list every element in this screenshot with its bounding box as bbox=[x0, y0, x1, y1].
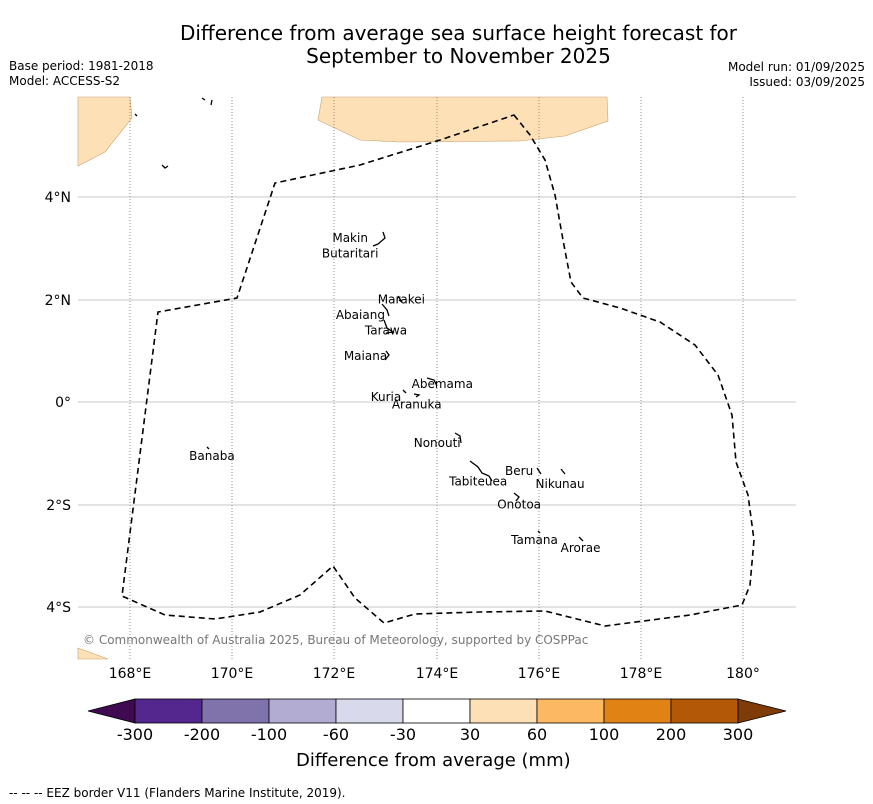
atoll-banaba bbox=[206, 446, 210, 450]
lon-tick-label: 168°E bbox=[109, 666, 152, 682]
colorbar-tick-label: -100 bbox=[251, 725, 287, 744]
atoll-abemama bbox=[426, 377, 438, 387]
atoll-beru bbox=[536, 467, 542, 475]
atoll-northwest-3 bbox=[201, 97, 206, 101]
model-name: Model: ACCESS-S2 bbox=[9, 74, 121, 88]
atoll-nikunau bbox=[560, 468, 566, 475]
atoll-northwest-2 bbox=[161, 164, 169, 169]
gridlines bbox=[78, 97, 796, 659]
atolls bbox=[134, 97, 584, 542]
colorbar-tick-labels: -300 -200 -100 -60 -30 30 60 100 200 300 bbox=[117, 725, 753, 744]
colorbar-low-extension bbox=[87, 698, 136, 724]
map-title: Difference from average sea surface heig… bbox=[0, 22, 873, 68]
lat-tick-label: 4°S bbox=[46, 600, 71, 616]
atoll-kuria bbox=[402, 389, 407, 394]
colorbar-cell bbox=[402, 698, 471, 724]
title-line-1: Difference from average sea surface heig… bbox=[179, 21, 738, 45]
colorbar-cell bbox=[268, 698, 337, 724]
colorbar-cell bbox=[201, 698, 270, 724]
atoll-onotoa bbox=[513, 492, 520, 502]
atoll-makin bbox=[372, 231, 386, 247]
place-label-beru: Beru bbox=[505, 464, 533, 478]
place-label-maiana: Maiana bbox=[344, 349, 387, 363]
place-label-tarawa: Tarawa bbox=[364, 323, 407, 337]
place-label-kuria: Kuria bbox=[371, 390, 402, 404]
latitude-tick-labels: 4°N 2°N 0° 2°S 4°S bbox=[45, 190, 72, 616]
lon-tick-label: 172°E bbox=[313, 666, 356, 682]
atoll-maiana bbox=[384, 350, 390, 361]
colorbar-tick-label: 300 bbox=[723, 725, 754, 744]
land-areas bbox=[77, 96, 609, 660]
eez-border bbox=[121, 114, 755, 627]
lon-tick-label: 170°E bbox=[211, 666, 254, 682]
land-north bbox=[317, 96, 609, 143]
colorbar: -300 -200 -100 -60 -30 30 60 100 200 300 bbox=[87, 698, 787, 744]
place-label-makin: Makin bbox=[332, 231, 368, 245]
issued-date: Issued: 03/09/2025 bbox=[749, 75, 865, 89]
atoll-aranuka bbox=[413, 393, 421, 398]
place-label-nonouti: Nonouti bbox=[414, 436, 461, 450]
atoll-abaiang bbox=[381, 303, 390, 317]
land-northwest bbox=[77, 96, 133, 167]
colorbar-tick-label: 60 bbox=[527, 725, 547, 744]
lat-tick-label: 4°N bbox=[45, 190, 71, 206]
footer-note: -- -- -- EEZ border V11 (Flanders Marine… bbox=[9, 786, 346, 800]
place-label-tabiteuea: Tabiteuea bbox=[448, 474, 507, 488]
colorbar-label: Difference from average (mm) bbox=[296, 750, 571, 771]
model-run-date: Model run: 01/09/2025 bbox=[727, 60, 865, 74]
lon-tick-label: 176°E bbox=[518, 666, 561, 682]
colorbar-tick-label: -30 bbox=[390, 725, 416, 744]
lon-tick-label: 180° bbox=[726, 666, 760, 682]
place-label-aranuka: Aranuka bbox=[392, 398, 442, 412]
place-label-nikunau: Nikunau bbox=[536, 477, 585, 491]
lat-tick-label: 2°N bbox=[45, 293, 71, 309]
atoll-tabiteuea bbox=[469, 460, 493, 482]
atoll-northwest-1 bbox=[134, 113, 138, 117]
colorbar-cells bbox=[134, 698, 739, 724]
meta-right: Model run: 01/09/2025 Issued: 03/09/2025 bbox=[728, 60, 865, 90]
place-label-abaiang: Abaiang bbox=[336, 308, 385, 322]
title-line-2: September to November 2025 bbox=[306, 44, 611, 68]
colorbar-tick-label: 100 bbox=[589, 725, 620, 744]
colorbar-cell bbox=[335, 698, 404, 724]
colorbar-cell bbox=[670, 698, 739, 724]
atoll-tarawa bbox=[383, 319, 395, 334]
atoll-marakei bbox=[397, 295, 403, 303]
place-label-banaba: Banaba bbox=[189, 449, 235, 463]
base-period: Base period: 1981-2018 bbox=[9, 59, 154, 73]
colorbar-tick-label: -200 bbox=[184, 725, 220, 744]
colorbar-tick-label: -60 bbox=[323, 725, 349, 744]
lon-tick-label: 174°E bbox=[416, 666, 459, 682]
colorbar-cell bbox=[536, 698, 605, 724]
colorbar-tick-label: 30 bbox=[460, 725, 480, 744]
lat-tick-label: 0° bbox=[55, 395, 71, 411]
place-label-abemama: Abemama bbox=[412, 377, 473, 391]
atoll-tamana bbox=[537, 530, 541, 534]
colorbar-cell bbox=[469, 698, 538, 724]
colorbar-high-extension bbox=[737, 698, 787, 724]
land-southwest bbox=[77, 647, 109, 660]
longitude-tick-labels: 168°E 170°E 172°E 174°E 176°E 178°E 180° bbox=[109, 666, 760, 682]
colorbar-tick-label: 200 bbox=[656, 725, 687, 744]
place-label-onotoa: Onotoa bbox=[497, 497, 541, 511]
colorbar-cell bbox=[134, 698, 203, 724]
copyright-text: © Commonwealth of Australia 2025, Bureau… bbox=[83, 633, 588, 647]
lon-tick-label: 178°E bbox=[620, 666, 663, 682]
colorbar-cell bbox=[603, 698, 672, 724]
atoll-northwest-4 bbox=[210, 99, 213, 106]
place-label-butaritari: Butaritari bbox=[322, 247, 379, 261]
atoll-nonouti bbox=[454, 432, 462, 444]
colorbar-tick-label: -300 bbox=[117, 725, 153, 744]
lat-tick-label: 2°S bbox=[46, 498, 71, 514]
place-label-arorae: Arorae bbox=[561, 541, 601, 555]
meta-left: Base period: 1981-2018 Model: ACCESS-S2 bbox=[9, 59, 154, 89]
atoll-arorae bbox=[578, 536, 584, 542]
place-label-marakei: Marakei bbox=[378, 293, 425, 307]
place-label-tamana: Tamana bbox=[510, 533, 558, 547]
